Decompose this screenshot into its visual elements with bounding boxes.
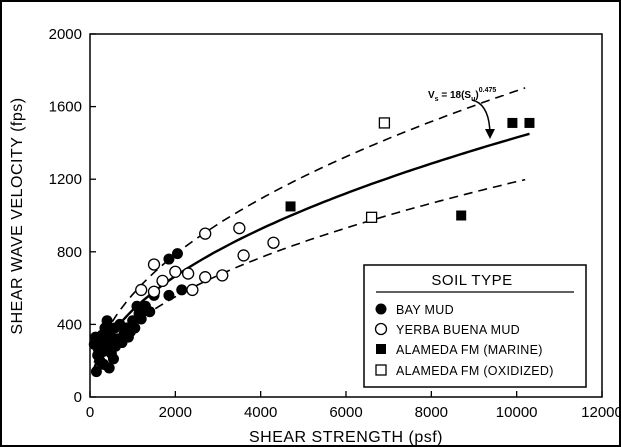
legend-marker-alameda-marine	[376, 344, 386, 354]
point-alameda-fm-marine	[285, 201, 296, 212]
point-bay-mud	[90, 366, 102, 378]
eq-arrowhead	[485, 129, 495, 139]
point-yerba-buena-mud	[186, 283, 199, 297]
point-yerba-buena-mud	[169, 265, 182, 278]
legend: SOIL TYPE BAY MUD YERBA BUENA MUD ALAMED…	[363, 264, 587, 388]
point-bay-mud	[129, 322, 141, 334]
y-tick-label: 1200	[49, 171, 82, 188]
point-yerba-buena-mud	[216, 269, 229, 282]
x-tick-label: 2000	[159, 404, 192, 421]
point-yerba-buena-mud	[147, 258, 161, 271]
point-bay-mud	[92, 349, 104, 361]
legend-label-yerba-buena-mud: YERBA BUENA MUD	[396, 323, 520, 337]
eq-main: V	[428, 90, 435, 101]
point-bay-mud	[176, 284, 188, 296]
point-alameda-fm-oxidized	[365, 211, 378, 223]
y-tick-label: 800	[57, 244, 82, 261]
point-yerba-buena-mud	[237, 249, 250, 262]
equation-annotation: Vs = 18(Su)0.475	[428, 87, 496, 139]
point-yerba-buena-mud	[147, 285, 161, 298]
legend-label-bay-mud: BAY MUD	[396, 303, 454, 317]
legend-marker-yerba-buena-mud	[374, 322, 388, 336]
y-tick-label: 2000	[49, 26, 82, 43]
legend-marker-bay-mud	[375, 303, 387, 315]
point-bay-mud	[107, 353, 119, 365]
point-yerba-buena-mud	[181, 267, 195, 280]
point-yerba-buena-mud	[233, 222, 246, 235]
point-yerba-buena-mud	[135, 283, 148, 297]
y-tick-label: 0	[74, 389, 82, 406]
point-bay-mud	[144, 306, 156, 318]
point-alameda-fm-marine	[507, 117, 518, 128]
eq-sub1: s	[435, 96, 439, 103]
eq-close: )	[475, 90, 478, 101]
legend-marker-alameda-oxidized	[375, 364, 387, 376]
point-alameda-fm-marine	[456, 210, 467, 221]
point-alameda-fm-oxidized	[378, 117, 391, 129]
y-tick-label: 1600	[49, 99, 82, 116]
y-tick-label: 400	[57, 316, 82, 333]
point-bay-mud	[90, 331, 102, 343]
eq-sup: 0.475	[479, 87, 497, 94]
point-bay-mud	[103, 362, 115, 374]
legend-label-alameda-marine: ALAMEDA FM (MARINE)	[396, 343, 543, 357]
lower-bound-line	[93, 178, 526, 374]
legend-label-alameda-oxidized: ALAMEDA FM (OXIDIZED)	[396, 364, 554, 378]
svg-text:Vs = 18(Su)0.475: Vs = 18(Su)0.475	[428, 87, 496, 103]
x-tick-label: 0	[86, 404, 94, 421]
x-axis-title: SHEAR STRENGTH (psf)	[249, 429, 443, 445]
x-tick-label: 10000	[496, 404, 538, 421]
legend-box	[363, 264, 587, 388]
data-points	[88, 117, 535, 378]
x-tick-label: 4000	[244, 404, 277, 421]
axis-ticks: 0 2000 4000 6000 8000 10000 12000 0 400 800 1200 16…	[49, 26, 619, 421]
x-tick-label: 12000	[581, 404, 619, 421]
eq-mid: = 18(S	[439, 90, 472, 101]
point-bay-mud	[135, 313, 147, 325]
point-yerba-buena-mud	[156, 274, 169, 287]
eq-sub2: u	[471, 96, 475, 103]
point-yerba-buena-mud	[199, 271, 212, 284]
point-bay-mud	[163, 253, 175, 265]
legend-title: SOIL TYPE	[431, 272, 512, 289]
x-tick-label: 6000	[329, 404, 362, 421]
x-tick-label: 8000	[415, 404, 448, 421]
point-bay-mud	[101, 315, 113, 327]
point-yerba-buena-mud	[199, 227, 212, 240]
point-bay-mud	[163, 289, 175, 301]
point-yerba-buena-mud	[267, 236, 280, 249]
y-axis-title: SHEAR WAVE VELOCITY (fps)	[9, 97, 26, 334]
point-bay-mud	[171, 248, 183, 260]
point-alameda-fm-marine	[524, 117, 535, 128]
